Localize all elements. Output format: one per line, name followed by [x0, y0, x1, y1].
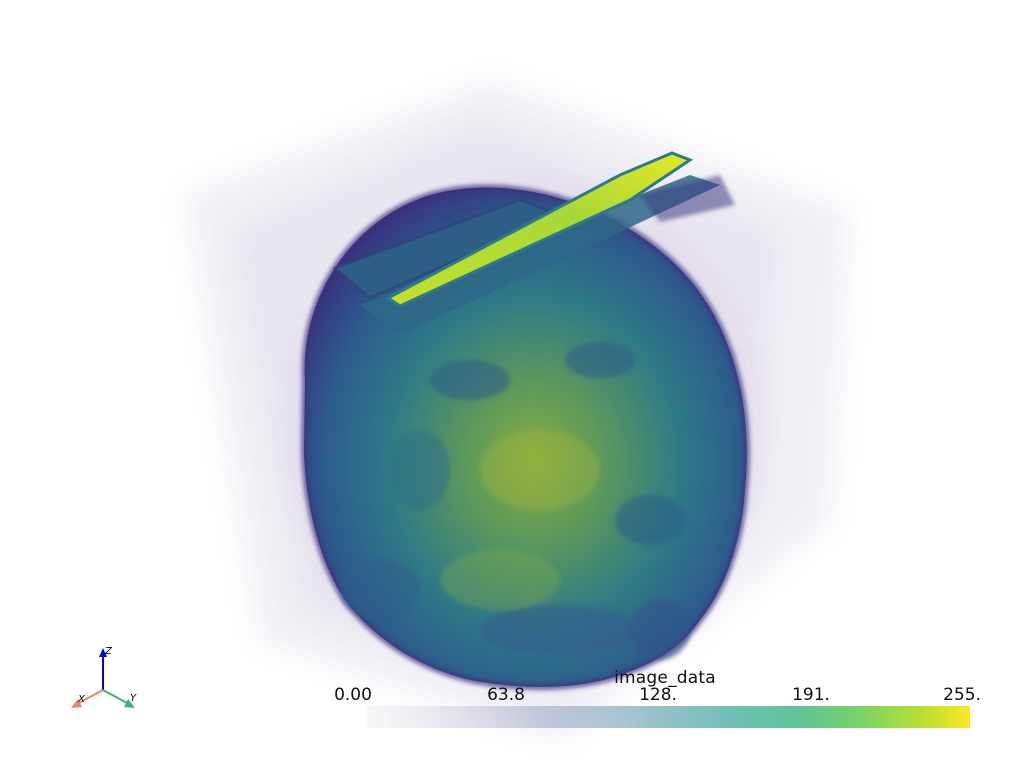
head-texture	[340, 342, 690, 660]
y-axis-arrow-icon	[124, 699, 135, 708]
head-rim	[300, 184, 750, 690]
scalar-bar-tick: 128.	[639, 685, 677, 705]
y-axis-line	[102, 689, 130, 705]
scalar-bar-tick: 191.	[792, 685, 830, 705]
x-axis-label: X	[77, 694, 86, 705]
scalar-bar-tick: 255.	[943, 685, 981, 705]
scalar-bar-gradient	[367, 706, 970, 728]
z-axis-arrow-icon	[99, 648, 107, 657]
scalar-bar-title: image_data	[614, 668, 716, 688]
x-axis-line	[76, 689, 104, 705]
orientation-axes: Z X Y	[58, 640, 148, 720]
z-axis-label: Z	[104, 646, 113, 657]
scalar-bar-tick: 63.8	[487, 685, 525, 705]
scalar-bar: image_data 0.00 63.8 128. 191. 255.	[330, 668, 990, 738]
rod-shadow	[360, 175, 720, 335]
x-axis-arrow-icon	[71, 699, 82, 708]
y-axis-label: Y	[130, 693, 137, 704]
probe-rod	[385, 151, 694, 308]
scalar-bar-tick: 0.00	[334, 685, 372, 705]
rod-tail	[640, 175, 735, 222]
